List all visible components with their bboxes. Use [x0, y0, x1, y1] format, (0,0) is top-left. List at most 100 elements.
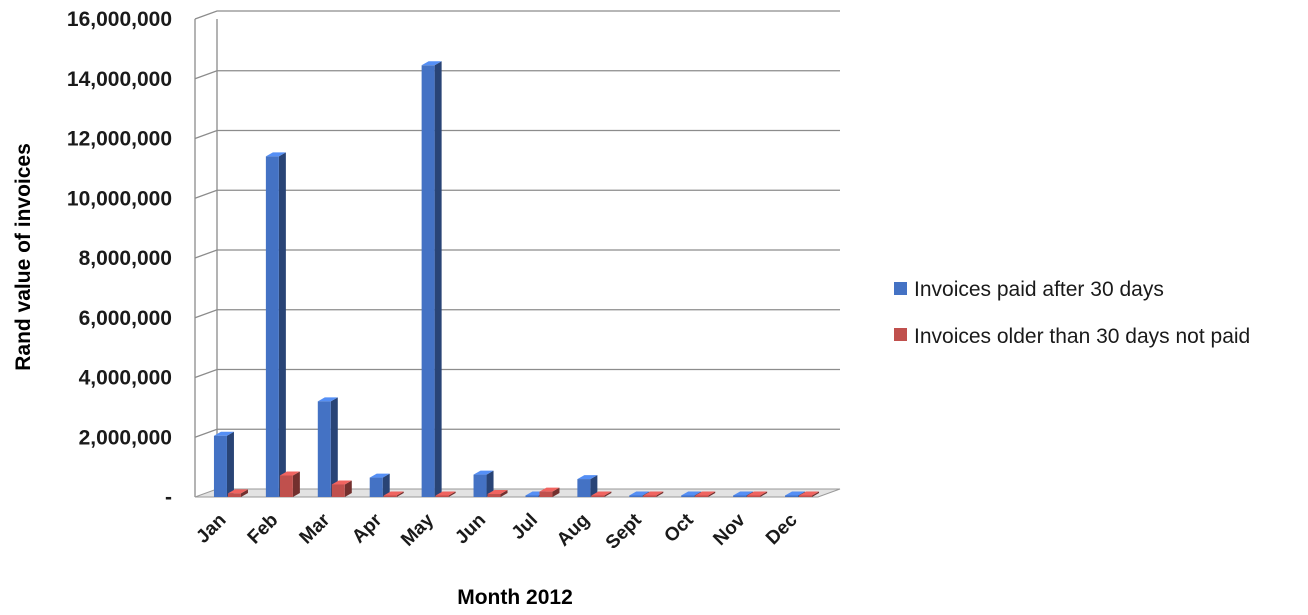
bar-side-face	[396, 491, 404, 497]
bar-side-face	[344, 480, 352, 497]
bar-top-face	[487, 490, 508, 495]
bar-front-face	[591, 495, 605, 497]
x-tick-label: May	[397, 509, 438, 550]
bar-side-face	[226, 431, 234, 497]
bar-top-face	[279, 471, 300, 476]
bar-1-jun	[473, 470, 494, 497]
chart-floor	[194, 488, 841, 498]
bar-front-face	[331, 484, 345, 497]
y-axis-ticks: - 2,000,000 4,000,000 6,000,000 8,000,000 10,…	[67, 8, 172, 509]
bar-top-face	[369, 473, 390, 478]
bar-front-face	[487, 494, 501, 497]
bar-side-face	[500, 490, 508, 497]
bar-2-mar	[331, 480, 352, 497]
bar-1-apr	[369, 473, 390, 497]
bar-2-jun	[487, 490, 508, 497]
bar-2-sept	[643, 491, 664, 497]
x-tick-label: Jan	[192, 510, 230, 548]
bar-side-face	[278, 152, 286, 498]
y-tick-label: 10,000,000	[67, 187, 172, 210]
y-tick-label: -	[165, 486, 172, 509]
bar-top-face	[681, 491, 702, 496]
bar-front-face	[539, 491, 553, 497]
gridline	[194, 10, 840, 20]
gridline	[194, 189, 840, 199]
gridline	[194, 129, 840, 140]
y-tick-label: 2,000,000	[79, 426, 172, 449]
bar-front-face	[421, 65, 435, 498]
bar-side-face	[812, 491, 820, 497]
y-tick-label: 8,000,000	[79, 247, 172, 270]
bar-side-face	[486, 470, 494, 497]
bar-front-face	[643, 495, 657, 497]
x-tick-label: Mar	[296, 509, 335, 548]
bar-2-aug	[591, 491, 612, 497]
bar-top-face	[227, 489, 248, 494]
bars	[213, 61, 820, 498]
bar-front-face	[681, 495, 695, 497]
bar-2-oct	[695, 491, 716, 497]
bar-front-face	[629, 495, 643, 497]
bar-1-may	[421, 61, 442, 498]
bar-top-face	[317, 397, 338, 402]
bar-top-face	[799, 491, 820, 496]
legend-swatch-series-2	[894, 328, 907, 341]
bar-top-face	[435, 491, 456, 496]
bar-2-dec	[799, 491, 820, 497]
x-tick-label: Jul	[508, 510, 542, 544]
bar-front-face	[799, 495, 813, 497]
bar-front-face	[317, 401, 331, 497]
x-axis-ticks: Jan Feb Mar Apr May Jun Jul Aug Sept Oct Nov Dec	[192, 509, 801, 553]
x-tick-label: Apr	[348, 509, 386, 547]
bar-side-face	[240, 489, 248, 497]
x-tick-label: Sept	[602, 509, 646, 553]
x-tick-label: Nov	[709, 509, 750, 550]
gridline	[194, 249, 840, 259]
bar-front-face	[383, 495, 397, 497]
x-axis-title: Month 2012	[457, 586, 573, 609]
bar-1-mar	[317, 397, 338, 497]
bar-1-feb	[265, 152, 286, 498]
legend: Invoices paid after 30 days Invoices old…	[894, 278, 1250, 348]
bar-top-face	[473, 470, 494, 475]
bar-front-face	[435, 495, 449, 497]
gridline	[194, 70, 840, 80]
bar-2-jul	[539, 487, 560, 497]
bar-1-aug	[577, 475, 598, 497]
bar-top-face	[733, 491, 754, 496]
bar-top-face	[421, 61, 442, 66]
bar-side-face	[760, 491, 768, 497]
bar-1-jan	[213, 431, 234, 497]
bar-side-face	[552, 487, 560, 497]
bar-top-face	[265, 152, 286, 157]
bar-side-face	[448, 491, 456, 497]
x-tick-label: Aug	[553, 510, 594, 551]
bar-front-face	[369, 477, 383, 497]
bar-2-feb	[279, 471, 300, 497]
bar-front-face	[279, 475, 293, 497]
x-tick-label: Jun	[451, 510, 490, 549]
y-axis-title: Rand value of invoices	[12, 143, 35, 371]
bar-2-nov	[747, 491, 768, 497]
bar-side-face	[382, 473, 390, 497]
legend-label-series-2: Invoices older than 30 days not paid	[914, 325, 1250, 348]
x-tick-label: Feb	[244, 510, 283, 549]
y-tick-label: 4,000,000	[79, 367, 172, 390]
bar-front-face	[227, 493, 241, 497]
x-tick-label: Dec	[762, 509, 802, 549]
bar-top-face	[331, 480, 352, 485]
bar-side-face	[604, 491, 612, 497]
bar-top-face	[629, 491, 650, 496]
bar-side-face	[330, 397, 338, 497]
bar-front-face	[785, 495, 799, 497]
bar-front-face	[747, 495, 761, 497]
bar-2-apr	[383, 491, 404, 497]
y-tick-label: 6,000,000	[79, 307, 172, 330]
legend-swatch-series-1	[894, 282, 907, 295]
x-tick-label: Oct	[660, 509, 698, 547]
bar-side-face	[708, 491, 716, 497]
gridline	[194, 368, 840, 379]
bar-top-face	[747, 491, 768, 496]
bar-front-face	[525, 495, 539, 497]
y-tick-label: 16,000,000	[67, 8, 172, 31]
